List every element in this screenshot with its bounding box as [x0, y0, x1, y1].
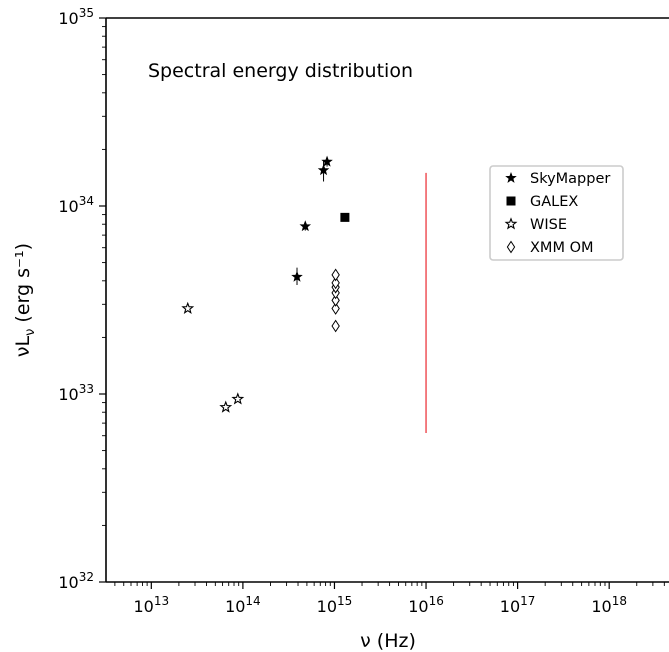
data-point — [340, 212, 350, 222]
legend-marker — [506, 240, 516, 254]
x-axis-label: ν (Hz) — [360, 630, 416, 652]
x-tick-label: 1014 — [225, 594, 261, 616]
x-tick-label: 1018 — [591, 594, 627, 616]
legend-frame — [489, 165, 624, 261]
plot-background — [106, 18, 669, 582]
x-tick-label: 1017 — [500, 594, 536, 616]
data-point — [321, 155, 333, 167]
series-xmm-om — [331, 268, 340, 333]
data-point — [231, 392, 245, 405]
data-point — [291, 270, 303, 282]
plot-area — [106, 18, 669, 582]
y-tick-label: 1035 — [58, 6, 94, 28]
data-layer — [181, 155, 427, 434]
legend-label: SkyMapper — [530, 171, 610, 187]
legend-marker — [504, 217, 518, 230]
data-point — [181, 301, 195, 314]
x-tick-label: 1015 — [317, 594, 353, 616]
y-tick-label: 1034 — [58, 194, 94, 216]
series-wise — [181, 301, 245, 413]
data-point — [331, 276, 340, 290]
data-point — [219, 400, 233, 413]
y-tick-label: 1032 — [58, 570, 94, 592]
data-point — [331, 302, 340, 315]
legend: SkyMapper GALEX WISE XMM OM — [489, 165, 624, 261]
y-axis-label: νLν (erg s⁻¹) — [12, 243, 38, 357]
legend-marker — [506, 196, 516, 206]
legend-label: GALEX — [530, 194, 578, 210]
series-skymapper — [291, 155, 333, 286]
data-point — [317, 164, 330, 176]
axes-layer: 1013 1014 1015 1016 1017 1018 1032 1033 1034 1035 — [58, 6, 669, 616]
x-tick-label: 1013 — [133, 594, 169, 616]
chart-title: Spectral energy distribution — [148, 60, 413, 82]
data-point — [331, 319, 340, 333]
legend-label: XMM OM — [530, 240, 594, 256]
data-point — [331, 268, 340, 282]
y-tick-label: 1033 — [58, 382, 94, 404]
x-tick-label: 1016 — [408, 594, 444, 616]
data-point — [299, 220, 312, 232]
legend-marker — [505, 171, 517, 183]
data-point — [331, 293, 340, 307]
series-galex — [340, 212, 350, 222]
legend-label: WISE — [530, 217, 567, 233]
